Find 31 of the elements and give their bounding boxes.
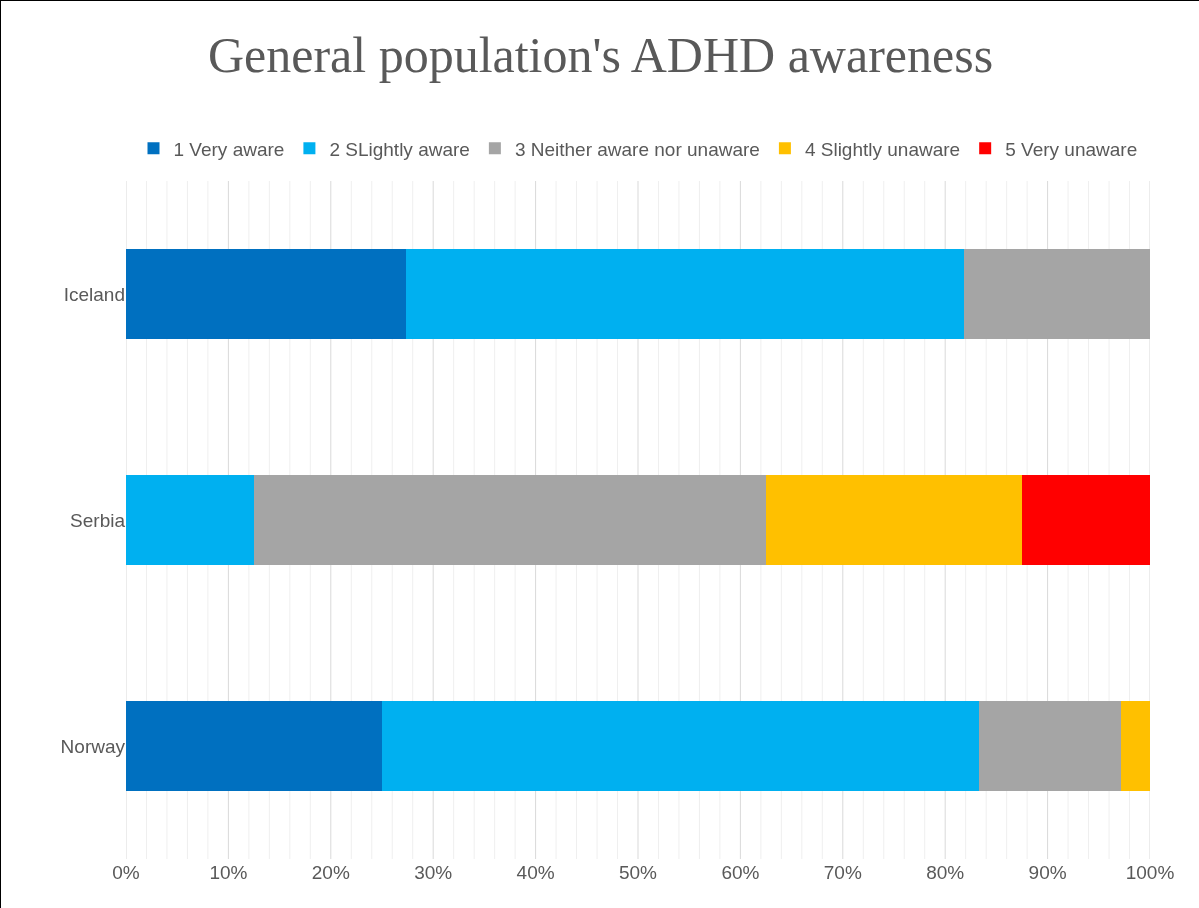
bar [126,248,406,340]
x-tick-label: 30% [414,862,453,883]
x-tick-label: 70% [823,862,862,883]
y-tick-label: Iceland [63,283,125,305]
x-tick-label: 20% [311,862,350,883]
x-tick-label: 60% [721,862,760,883]
legend-label: 1 Very aware [173,138,285,160]
y-tick-label: Serbia [70,509,126,531]
x-tick-label: 40% [516,862,555,883]
bar [978,700,1122,792]
bar [766,474,1022,566]
chart-title: General population's ADHD awareness [207,27,994,84]
bar [382,700,979,792]
bar [963,248,1150,340]
x-tick-label: 100% [1125,862,1175,883]
legend-label: 4 Slightly unaware [804,138,961,160]
legend-label: 3 Neither aware nor unaware [514,138,760,160]
bar [126,474,254,566]
x-tick-label: 10% [209,862,248,883]
x-tick-label: 0% [112,862,140,883]
bar [1022,474,1150,566]
bar [126,700,382,792]
legend-label: 5 Very unaware [1005,138,1138,160]
bar [1121,700,1150,792]
x-tick-label: 80% [926,862,965,883]
bar [254,474,766,566]
x-tick-label: 50% [618,862,658,883]
legend-label: 2 SLightly aware [329,138,470,160]
x-tick-label: 90% [1028,862,1067,883]
bar [405,248,964,340]
y-tick-label: Norway [60,735,126,757]
